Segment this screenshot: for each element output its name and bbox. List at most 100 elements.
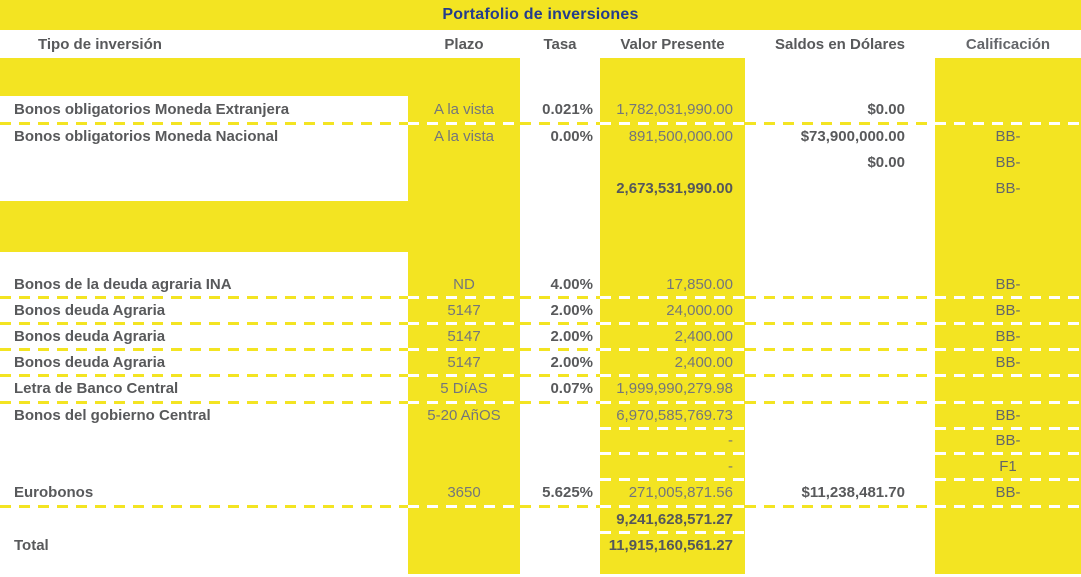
- cell-tipo: [0, 149, 408, 175]
- band-cell: [0, 201, 408, 252]
- cell-saldos: [745, 402, 935, 428]
- cell-tipo: Bonos deuda Agraria: [0, 297, 408, 325]
- table-row-subtotal: 9,241,628,571.27: [0, 506, 1081, 534]
- cell-calificacion: BB-: [935, 175, 1081, 201]
- cell-tasa: 4.00%: [520, 271, 600, 299]
- band-cell: [745, 252, 935, 271]
- cell-tipo: [0, 453, 408, 479]
- band-cell: [935, 558, 1081, 574]
- table-header-row: Tipo de inversión Plazo Tasa Valor Prese…: [0, 30, 1081, 58]
- cell-valor-presente: -: [600, 453, 745, 481]
- cell-tasa: 5.625%: [520, 479, 600, 508]
- cell-tasa: [520, 402, 600, 428]
- cell-plazo: 3650: [408, 479, 520, 508]
- cell-plazo: ND: [408, 271, 520, 299]
- cell-plazo: [408, 506, 520, 532]
- band-cell: [408, 558, 520, 574]
- cell-calificacion: BB-: [935, 297, 1081, 325]
- cell-valor-presente: 1,782,031,990.00: [600, 96, 745, 125]
- band-cell: [0, 558, 408, 574]
- cell-valor-presente: 9,241,628,571.27: [600, 506, 745, 534]
- cell-calificacion: BB-: [935, 323, 1081, 351]
- cell-valor-presente: 2,673,531,990.00: [600, 175, 745, 201]
- cell-valor-presente: 271,005,871.56: [600, 479, 745, 508]
- band-cell: [520, 58, 600, 96]
- cell-calificacion: F1: [935, 453, 1081, 481]
- cell-calificacion: [935, 96, 1081, 125]
- cell-plazo: [408, 532, 520, 558]
- table-row: Bonos obligatorios Moneda Extranjera A l…: [0, 96, 1081, 125]
- cell-saldos: $11,238,481.70: [745, 479, 935, 508]
- cell-saldos: [745, 428, 935, 453]
- cell-valor-presente: 2,400.00: [600, 349, 745, 377]
- cell-tasa: [520, 453, 600, 479]
- table-row: $0.00 BB-: [0, 149, 1081, 175]
- cell-plazo: 5147: [408, 349, 520, 377]
- band-cell: [0, 58, 408, 96]
- cell-tipo: Bonos deuda Agraria: [0, 323, 408, 351]
- cell-tipo: Bonos de la deuda agraria INA: [0, 271, 408, 299]
- spacer-row: [0, 558, 1081, 574]
- table-row: Bonos del gobierno Central 5-20 AñOS 6,9…: [0, 402, 1081, 430]
- cell-saldos: [745, 375, 935, 404]
- band-cell: [408, 58, 520, 96]
- band-cell: [600, 201, 745, 252]
- page-title: Portafolio de inversiones: [442, 6, 639, 23]
- cell-valor-presente: 6,970,585,769.73: [600, 402, 745, 430]
- cell-saldos: [745, 175, 935, 201]
- cell-calificacion: [935, 506, 1081, 532]
- cell-saldos: [745, 349, 935, 377]
- column-header-saldos: Saldos en Dólares: [774, 35, 906, 53]
- cell-calificacion: [935, 375, 1081, 404]
- cell-calificacion: BB-: [935, 349, 1081, 377]
- cell-plazo: 5147: [408, 297, 520, 325]
- table-row-total: Total 11,915,160,561.27: [0, 532, 1081, 558]
- column-header-tasa: Tasa: [543, 35, 577, 53]
- cell-plazo: 5147: [408, 323, 520, 351]
- cell-tipo: [0, 428, 408, 453]
- cell-tipo: Bonos obligatorios Moneda Nacional: [14, 127, 279, 145]
- cell-tasa: 0.07%: [520, 375, 600, 404]
- cell-saldos: [745, 506, 935, 532]
- cell-calificacion: BB-: [935, 479, 1081, 508]
- cell-tasa: [520, 428, 600, 453]
- cell-valor-presente: 17,850.00: [600, 271, 745, 299]
- band-cell: [408, 252, 520, 271]
- cell-tipo: Bonos deuda Agraria: [0, 349, 408, 377]
- band-cell: [745, 558, 935, 574]
- table-row: Bonos deuda Agraria 5147 2.00% 24,000.00…: [0, 297, 1081, 325]
- table-row: Bonos deuda Agraria 5147 2.00% 2,400.00 …: [0, 349, 1081, 377]
- cell-tasa: [520, 175, 600, 201]
- cell-saldos: $0.00: [745, 96, 935, 125]
- band-cell: [600, 58, 745, 96]
- band-cell: [935, 58, 1081, 96]
- cell-plazo: [408, 453, 520, 479]
- cell-saldos: [745, 532, 935, 558]
- table-row: - BB-: [0, 428, 1081, 455]
- cell-valor-presente: 11,915,160,561.27: [600, 532, 745, 558]
- cell-tipo: [0, 175, 408, 201]
- table-row-subtotal: 2,673,531,990.00 BB-: [0, 175, 1081, 201]
- table-row: Letra de Banco Central 5 DíAS 0.07% 1,99…: [0, 375, 1081, 404]
- cell-calificacion: BB-: [935, 123, 1081, 149]
- cell-saldos: $73,900,000.00: [800, 127, 905, 145]
- band-cell: [745, 201, 935, 252]
- cell-calificacion: [935, 532, 1081, 558]
- band-cell: [520, 558, 600, 574]
- cell-tasa: [520, 506, 600, 532]
- cell-tipo: [0, 506, 408, 532]
- spacer-row: [0, 252, 1081, 271]
- cell-saldos: $0.00: [867, 153, 905, 171]
- table-row: Eurobonos 3650 5.625% 271,005,871.56 $11…: [0, 479, 1081, 508]
- highlight-band-top: [0, 58, 1081, 96]
- column-header-valor-presente: Valor Presente: [620, 35, 725, 53]
- band-cell: [600, 558, 745, 574]
- title-bar: Portafolio de inversiones: [0, 0, 1081, 30]
- cell-tipo: Total: [14, 536, 49, 554]
- cell-plazo: [408, 428, 520, 453]
- table-row: Bonos deuda Agraria 5147 2.00% 2,400.00 …: [0, 323, 1081, 351]
- band-cell: [520, 201, 600, 252]
- cell-tipo: Eurobonos: [0, 479, 408, 508]
- cell-tasa: 2.00%: [520, 349, 600, 377]
